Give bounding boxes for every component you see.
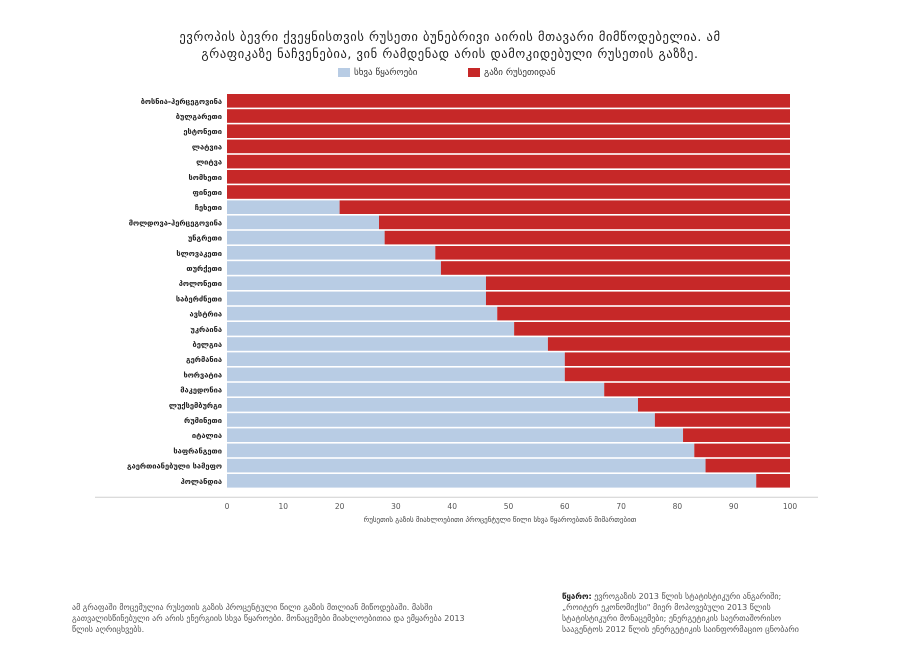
bar-other-sources <box>227 382 605 397</box>
category-label: ბულგარეთი <box>176 112 222 121</box>
x-tick-label: 30 <box>391 502 401 511</box>
category-label: საფრანგეთი <box>173 446 222 455</box>
category-label: მოლდოვა-ჰერცეგოვინა <box>129 218 222 227</box>
bar-other-sources <box>227 230 385 245</box>
bar-russian-gas <box>227 109 790 123</box>
bar-russian-gas <box>227 139 790 154</box>
bar-other-sources <box>227 291 486 306</box>
bar-russian-gas <box>339 200 790 214</box>
bar-russian-gas <box>485 291 790 306</box>
x-tick-label: 10 <box>279 502 289 511</box>
category-label: უნგრეთი <box>188 234 222 243</box>
category-label: უკრაინა <box>190 325 222 334</box>
bar-other-sources <box>227 413 655 427</box>
bar-russian-gas <box>379 215 790 230</box>
category-label: ლიტვა <box>196 158 222 167</box>
bar-russian-gas <box>440 261 790 275</box>
category-label: სომხეთი <box>189 173 223 182</box>
bar-russian-gas <box>564 352 790 366</box>
chart-title: ევროპის ბევრი ქვეყნისთვის რუსეთი ბუნებრი… <box>179 29 721 61</box>
bar-russian-gas <box>227 185 790 199</box>
bar-russian-gas <box>514 322 790 336</box>
bar-other-sources <box>227 428 684 442</box>
category-label: ფინეთი <box>193 188 222 197</box>
category-label: მაკედონია <box>180 386 222 395</box>
category-label: გერმანია <box>186 355 222 364</box>
bar-other-sources <box>227 352 565 366</box>
category-label: საბერძნეთი <box>176 294 222 303</box>
x-tick-label: 70 <box>616 502 626 511</box>
x-tick-label: 80 <box>673 502 683 511</box>
bar-other-sources <box>227 322 515 336</box>
bar-russian-gas <box>756 474 790 488</box>
bar-russian-gas <box>694 443 790 458</box>
legend-item-other-sources: სხვა წყაროები <box>338 68 417 78</box>
bar-russian-gas <box>227 154 790 169</box>
category-label: ავსტრია <box>190 310 222 319</box>
bar-other-sources <box>227 306 498 321</box>
category-label: ლუქსემბურგი <box>169 401 222 410</box>
bar-russian-gas <box>497 306 790 321</box>
bar-russian-gas <box>564 367 790 382</box>
category-label: ბელგია <box>193 340 223 349</box>
bar-other-sources <box>227 200 340 214</box>
x-tick-label: 20 <box>335 502 345 511</box>
source-label: წყარო: <box>562 592 592 601</box>
category-label: რუმინეთი <box>184 416 222 425</box>
x-tick-label: 100 <box>783 502 798 511</box>
bar-russian-gas <box>227 94 790 108</box>
category-label: ესტონეთი <box>183 127 222 136</box>
bar-russian-gas <box>654 413 790 427</box>
bar-russian-gas <box>604 382 790 397</box>
bar-other-sources <box>227 458 706 473</box>
category-label: თურქეთი <box>186 264 222 273</box>
category-label: ლატვია <box>192 142 222 151</box>
legend-label-russian-gas: გაზი რუსეთიდან <box>484 68 556 78</box>
bar-russian-gas <box>384 230 790 245</box>
bar-russian-gas <box>705 458 790 473</box>
category-label: გაერთიანებული სამეფო <box>127 462 222 471</box>
bar-other-sources <box>227 261 441 275</box>
legend-item-russian-gas: გაზი რუსეთიდან <box>468 68 555 78</box>
legend-swatch-russian-gas <box>468 68 480 77</box>
legend-swatch-other-sources <box>338 68 350 77</box>
category-label: ბოსნია-ჰერცეგოვინა <box>141 97 222 106</box>
bar-russian-gas <box>227 124 790 138</box>
category-label: სლოვაკეთი <box>176 249 222 258</box>
x-axis-title: რუსეთის გაზის მიახლოებითი პროცენტული წილ… <box>364 515 637 524</box>
bar-russian-gas <box>547 337 790 351</box>
bar-other-sources <box>227 337 548 351</box>
source-note: წყარო: ევროგაზის 2013 წლის სტატისტიკური … <box>562 591 812 635</box>
category-label: პოლონეთი <box>179 279 222 288</box>
bar-other-sources <box>227 443 695 458</box>
bar-russian-gas <box>227 170 790 184</box>
x-tick-label: 0 <box>225 502 230 511</box>
bar-russian-gas <box>683 428 790 442</box>
bar-other-sources <box>227 276 486 290</box>
bar-other-sources <box>227 398 638 412</box>
category-label: ჩეხეთი <box>195 203 222 212</box>
bar-other-sources <box>227 367 565 382</box>
stacked-bar-chart: ბოსნია-ჰერცეგოვინა ბულგარეთი ესტონეთი ლატვი… <box>95 94 818 524</box>
bar-other-sources <box>227 215 380 230</box>
chart-notes: ამ გრაფაში მოცემულია რუსეთის გაზის პროცე… <box>72 603 465 634</box>
source-text: ევროგაზის 2013 წლის სტატისტიკური ანგარიშ… <box>562 592 799 634</box>
bar-russian-gas <box>485 276 790 290</box>
x-tick-label: 60 <box>560 502 570 511</box>
bar-russian-gas <box>637 398 790 412</box>
legend-label-other-sources: სხვა წყაროები <box>354 68 418 78</box>
x-tick-label: 90 <box>729 502 739 511</box>
category-label: იტალია <box>192 431 222 440</box>
bar-other-sources <box>227 474 757 488</box>
bar-russian-gas <box>435 246 790 260</box>
x-tick-label: 40 <box>447 502 457 511</box>
bar-other-sources <box>227 246 436 260</box>
category-label: ჰოლანდია <box>181 477 222 486</box>
category-label: ხორვატია <box>183 370 222 379</box>
x-tick-label: 50 <box>504 502 514 511</box>
